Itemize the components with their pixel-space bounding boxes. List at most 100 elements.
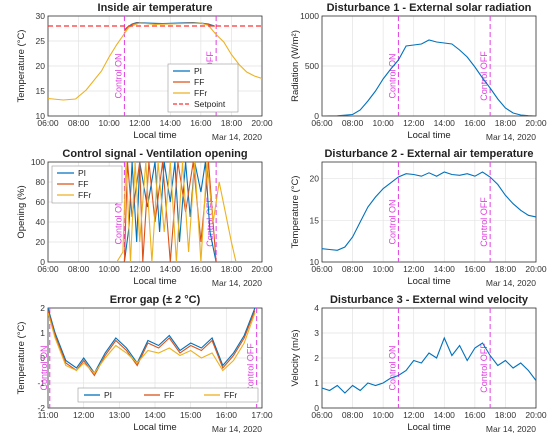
y-tick-label: 15	[36, 86, 46, 96]
date-label: Mar 14, 2020	[486, 278, 536, 288]
series-line-ff	[48, 310, 256, 377]
y-tick-label: 20	[36, 61, 46, 71]
x-tick-label: 16:00	[464, 118, 486, 128]
y-tick-label: 15	[310, 215, 320, 225]
y-tick-label: 0	[40, 257, 45, 267]
y-tick-label: 20	[36, 237, 46, 247]
y-tick-label: 0	[314, 111, 319, 121]
x-tick-label: 10:00	[373, 118, 395, 128]
y-tick-label: 10	[310, 257, 320, 267]
axes-frame	[321, 161, 537, 263]
x-tick-label: 18:00	[495, 410, 517, 420]
x-tick-label: 06:00	[311, 410, 333, 420]
chart-panel-6: 06:00 08:00 10:00 12:00 14:00 16:00 18:00 20:00…	[290, 294, 547, 434]
control-annotation: Control ON	[39, 345, 49, 390]
x-tick-label: 18:00	[221, 264, 243, 274]
date-label: Mar 14, 2020	[486, 424, 536, 434]
x-tick-label: 14:00	[434, 410, 456, 420]
control-annotation: Control ON	[113, 199, 123, 244]
x-axis-label: Local time	[133, 130, 176, 141]
x-tick-label: 06:00	[311, 118, 333, 128]
legend-entry: PI	[78, 168, 86, 178]
legend: PI FF FFr	[77, 387, 259, 403]
x-tick-label: 20:00	[251, 118, 273, 128]
control-annotation: Control ON	[113, 53, 123, 98]
x-tick-label: 08:00	[68, 264, 90, 274]
x-tick-label: 11:00	[38, 410, 59, 420]
legend-entry: FFr	[224, 390, 237, 400]
chart-title: Control signal - Ventilation opening	[62, 148, 247, 160]
control-annotation: Control ON	[387, 53, 397, 98]
y-tick-label: 10	[36, 111, 46, 121]
control-annotation: Control ON	[387, 345, 397, 390]
chart-title: Inside air temperature	[98, 2, 213, 14]
x-tick-label: 14:00	[160, 118, 182, 128]
axes-frame	[321, 15, 537, 117]
legend-entry: PI	[104, 390, 112, 400]
series-line-pi	[48, 308, 256, 375]
y-tick-label: 1	[40, 328, 45, 338]
series-line-ffr	[48, 312, 256, 374]
chart-panel-2: 06:00 08:00 10:00 12:00 14:00 16:00 18:00 20:00…	[290, 2, 547, 142]
x-tick-label: 10:00	[373, 264, 395, 274]
x-tick-label: 14:00	[434, 264, 456, 274]
y-tick-label: -2	[37, 403, 45, 413]
x-tick-label: 15:00	[180, 410, 202, 420]
series-line-air-temperature	[322, 171, 536, 251]
control-annotation: Control OFF	[479, 51, 489, 101]
chart-panel-4: 06:00 08:00 10:00 12:00 14:00 16:00 18:00 20:00…	[290, 148, 547, 288]
chart-panel-5: 11:00 12:00 13:00 14:00 15:00 16:00 17:00 -2 -1 0…	[16, 294, 273, 434]
legend-entry: FF	[164, 390, 174, 400]
legend-entry: FF	[194, 77, 204, 87]
x-tick-label: 18:00	[495, 118, 517, 128]
chart-title: Disturbance 3 - External wind velocity	[330, 294, 529, 306]
axes-frame	[321, 307, 537, 409]
x-tick-label: 12:00	[129, 118, 151, 128]
chart-title: Error gap (± 2 °C)	[110, 294, 201, 306]
x-tick-label: 18:00	[221, 118, 243, 128]
y-axis-label: Velocity (m/s)	[290, 329, 301, 386]
x-axis-label: Local time	[407, 422, 450, 433]
y-axis-label: Opening (%)	[16, 185, 27, 238]
y-tick-label: 500	[305, 61, 319, 71]
y-tick-label: 1	[314, 378, 319, 388]
y-tick-label: -1	[37, 378, 45, 388]
x-tick-label: 10:00	[373, 410, 395, 420]
chart-panel-1: 06:00 08:00 10:00 12:00 14:00 16:00 18:00 20:00…	[16, 2, 273, 142]
date-label: Mar 14, 2020	[486, 132, 536, 142]
x-tick-label: 18:00	[495, 264, 517, 274]
date-label: Mar 14, 2020	[212, 132, 262, 142]
y-tick-label: 80	[36, 177, 46, 187]
y-tick-label: 3	[314, 328, 319, 338]
chart-title: Disturbance 2 - External air temperature	[324, 148, 533, 160]
x-tick-label: 08:00	[342, 410, 364, 420]
legend-entry: Setpoint	[194, 99, 226, 109]
y-axis-label: Temperature (°C)	[16, 322, 27, 395]
x-tick-label: 06:00	[311, 264, 333, 274]
control-annotation: Control OFF	[479, 343, 489, 393]
series-line-wind-velocity	[322, 336, 536, 394]
x-tick-label: 12:00	[129, 264, 151, 274]
x-tick-label: 08:00	[342, 264, 364, 274]
date-label: Mar 14, 2020	[212, 278, 262, 288]
x-tick-label: 20:00	[525, 118, 547, 128]
control-annotation: Control OFF	[205, 197, 215, 247]
y-axis-label: Temperature (°C)	[290, 176, 301, 249]
chart-panel-3: 06:00 08:00 10:00 12:00 14:00 16:00 18:00 20:00…	[16, 148, 273, 288]
legend-entry: FFr	[194, 88, 207, 98]
y-axis-label: Temperature (°C)	[16, 30, 27, 103]
chart-title: Disturbance 1 - External solar radiation	[327, 2, 532, 14]
series-line-ffr	[48, 22, 262, 101]
x-tick-label: 16:00	[216, 410, 238, 420]
x-axis-label: Local time	[133, 276, 176, 287]
x-tick-label: 16:00	[190, 118, 212, 128]
x-tick-label: 12:00	[403, 410, 425, 420]
axes-frame	[47, 307, 263, 409]
y-axis-label: Radiation (W/m²)	[290, 30, 301, 102]
x-axis-label: Local time	[133, 422, 176, 433]
y-tick-label: 25	[36, 36, 46, 46]
y-tick-label: 2	[314, 353, 319, 363]
control-annotation: Control OFF	[479, 197, 489, 247]
x-axis-label: Local time	[407, 276, 450, 287]
